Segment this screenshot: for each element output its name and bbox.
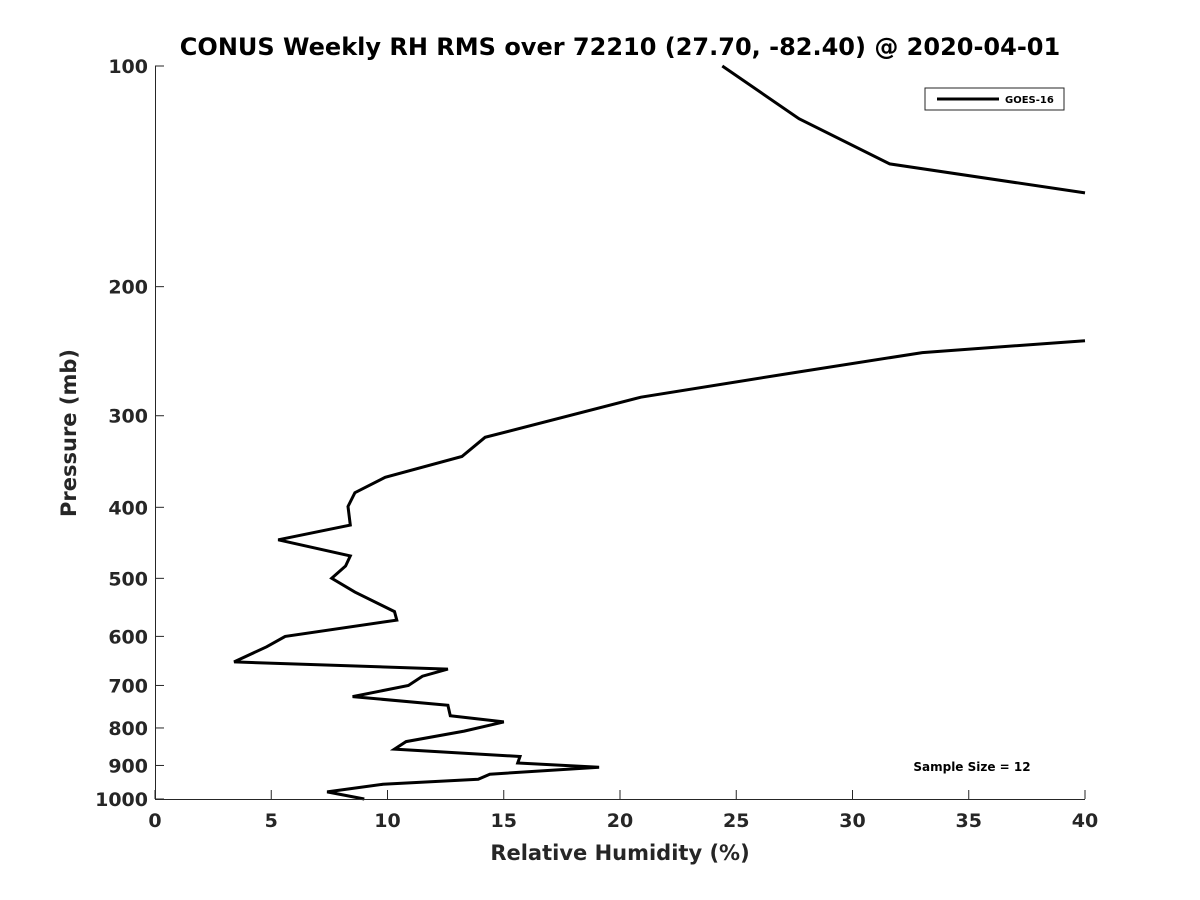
y-tick-label: 900 <box>108 755 148 777</box>
x-tick-label: 40 <box>1072 810 1098 832</box>
x-tick-label: 5 <box>265 810 278 832</box>
legend-label: GOES-16 <box>1005 95 1054 106</box>
y-axis-ticks: 100 200 300 400 500 600 700 800 900 1000 <box>95 56 164 811</box>
series-line-segment-0-0 <box>721 64 1086 195</box>
chart-title: CONUS Weekly RH RMS over 72210 (27.70, -… <box>180 33 1060 61</box>
x-tick-label: 10 <box>374 810 400 832</box>
x-tick-label: 30 <box>839 810 865 832</box>
y-tick-label: 200 <box>108 277 148 299</box>
y-tick-label: 400 <box>108 497 148 519</box>
y-tick-label: 300 <box>108 406 148 428</box>
sample-size-annotation: Sample Size = 12 <box>913 760 1030 774</box>
x-axis-label: Relative Humidity (%) <box>490 841 749 865</box>
y-axis-label: Pressure (mb) <box>57 349 81 517</box>
y-tick-label: 700 <box>108 675 148 697</box>
y-tick-label: 1000 <box>95 789 148 811</box>
x-tick-label: 0 <box>148 810 161 832</box>
x-tick-label: 35 <box>956 810 982 832</box>
y-tick-label: 600 <box>108 626 148 648</box>
y-tick-label: 500 <box>108 568 148 590</box>
y-tick-label: 100 <box>108 56 148 78</box>
series-layer <box>233 64 1086 801</box>
x-tick-label: 15 <box>491 810 517 832</box>
legend: GOES-16 <box>924 87 1065 111</box>
x-axis-ticks: 0 5 10 15 20 25 30 35 40 <box>148 790 1098 832</box>
series-line-segment-0-1 <box>233 339 1086 801</box>
x-tick-label: 25 <box>723 810 749 832</box>
y-tick-label: 800 <box>108 718 148 740</box>
x-tick-label: 20 <box>607 810 633 832</box>
